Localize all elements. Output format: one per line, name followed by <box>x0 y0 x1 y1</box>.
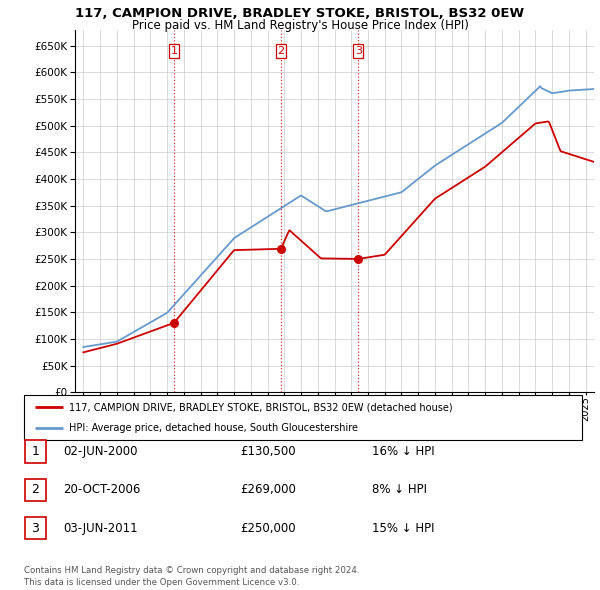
Text: 2: 2 <box>277 46 284 56</box>
Text: 117, CAMPION DRIVE, BRADLEY STOKE, BRISTOL, BS32 0EW (detached house): 117, CAMPION DRIVE, BRADLEY STOKE, BRIST… <box>68 402 452 412</box>
Text: 1: 1 <box>170 46 178 56</box>
Text: 16% ↓ HPI: 16% ↓ HPI <box>372 445 434 458</box>
Text: 3: 3 <box>31 522 40 535</box>
Text: £130,500: £130,500 <box>240 445 296 458</box>
Text: 20-OCT-2006: 20-OCT-2006 <box>63 483 140 496</box>
Text: Contains HM Land Registry data © Crown copyright and database right 2024.
This d: Contains HM Land Registry data © Crown c… <box>24 566 359 587</box>
Text: 8% ↓ HPI: 8% ↓ HPI <box>372 483 427 496</box>
Text: 3: 3 <box>355 46 362 56</box>
Text: £269,000: £269,000 <box>240 483 296 496</box>
Text: 15% ↓ HPI: 15% ↓ HPI <box>372 522 434 535</box>
Text: 1: 1 <box>31 445 40 458</box>
Text: £250,000: £250,000 <box>240 522 296 535</box>
Text: Price paid vs. HM Land Registry's House Price Index (HPI): Price paid vs. HM Land Registry's House … <box>131 19 469 32</box>
Text: 117, CAMPION DRIVE, BRADLEY STOKE, BRISTOL, BS32 0EW: 117, CAMPION DRIVE, BRADLEY STOKE, BRIST… <box>76 7 524 20</box>
Text: 2: 2 <box>31 483 40 496</box>
Text: 03-JUN-2011: 03-JUN-2011 <box>63 522 137 535</box>
Text: 02-JUN-2000: 02-JUN-2000 <box>63 445 137 458</box>
Text: HPI: Average price, detached house, South Gloucestershire: HPI: Average price, detached house, Sout… <box>68 422 358 432</box>
